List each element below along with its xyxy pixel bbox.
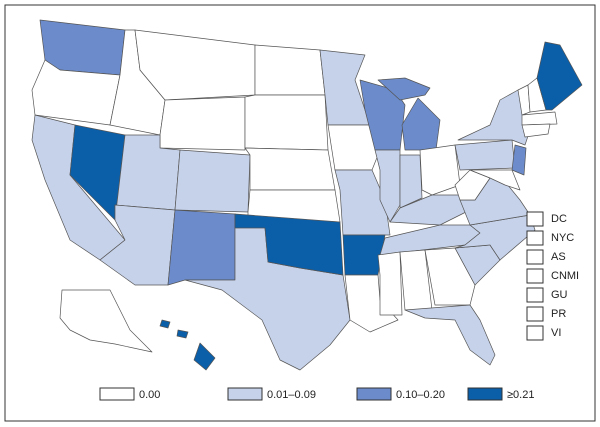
state (327, 124, 381, 171)
territory-box (526, 306, 544, 322)
territory-box (526, 230, 544, 246)
territory-box (526, 287, 544, 303)
state (521, 123, 551, 138)
territory-box (526, 211, 544, 227)
territory-label: NYC (551, 232, 574, 244)
state (134, 29, 256, 101)
legend-label: 0.01–0.09 (267, 389, 316, 401)
territory-label: CNMI (551, 270, 579, 282)
state (454, 214, 536, 261)
state (244, 94, 329, 151)
legend-label: 0.00 (139, 389, 160, 401)
state (159, 319, 171, 329)
state (469, 169, 521, 191)
state (454, 169, 491, 201)
territory-box (526, 325, 544, 341)
legend-swatch (467, 387, 503, 401)
state (511, 144, 527, 176)
territory-label: GU (551, 289, 568, 301)
territory-label: VI (551, 327, 561, 339)
state (399, 154, 423, 209)
state (234, 213, 344, 276)
state (334, 169, 391, 236)
state (377, 77, 431, 101)
state (174, 149, 251, 213)
legend: 0.00 0.01–0.09 0.10–0.20 ≥0.21 (99, 387, 534, 401)
state (176, 329, 189, 339)
state (244, 147, 336, 191)
state (167, 209, 236, 286)
territory-box (526, 249, 544, 265)
legend-label: 0.10–0.20 (396, 389, 445, 401)
state (419, 144, 461, 196)
state (254, 44, 326, 96)
state (454, 139, 516, 171)
states (31, 19, 583, 371)
state (59, 289, 153, 353)
legend-swatch (356, 387, 392, 401)
territories: DC NYC AS CNMI GU PR VI (526, 211, 579, 341)
territory-label: PR (551, 308, 566, 320)
territory-box (526, 268, 544, 284)
state (377, 251, 403, 316)
state (193, 342, 216, 371)
state (536, 41, 583, 111)
state (521, 111, 558, 126)
state (344, 274, 399, 333)
territory-label: DC (551, 213, 567, 225)
legend-label: ≥0.21 (507, 389, 534, 401)
territory-label: AS (551, 251, 566, 263)
legend-swatch (227, 387, 263, 401)
state (159, 96, 246, 151)
state (404, 304, 496, 366)
legend-swatch (99, 387, 135, 401)
